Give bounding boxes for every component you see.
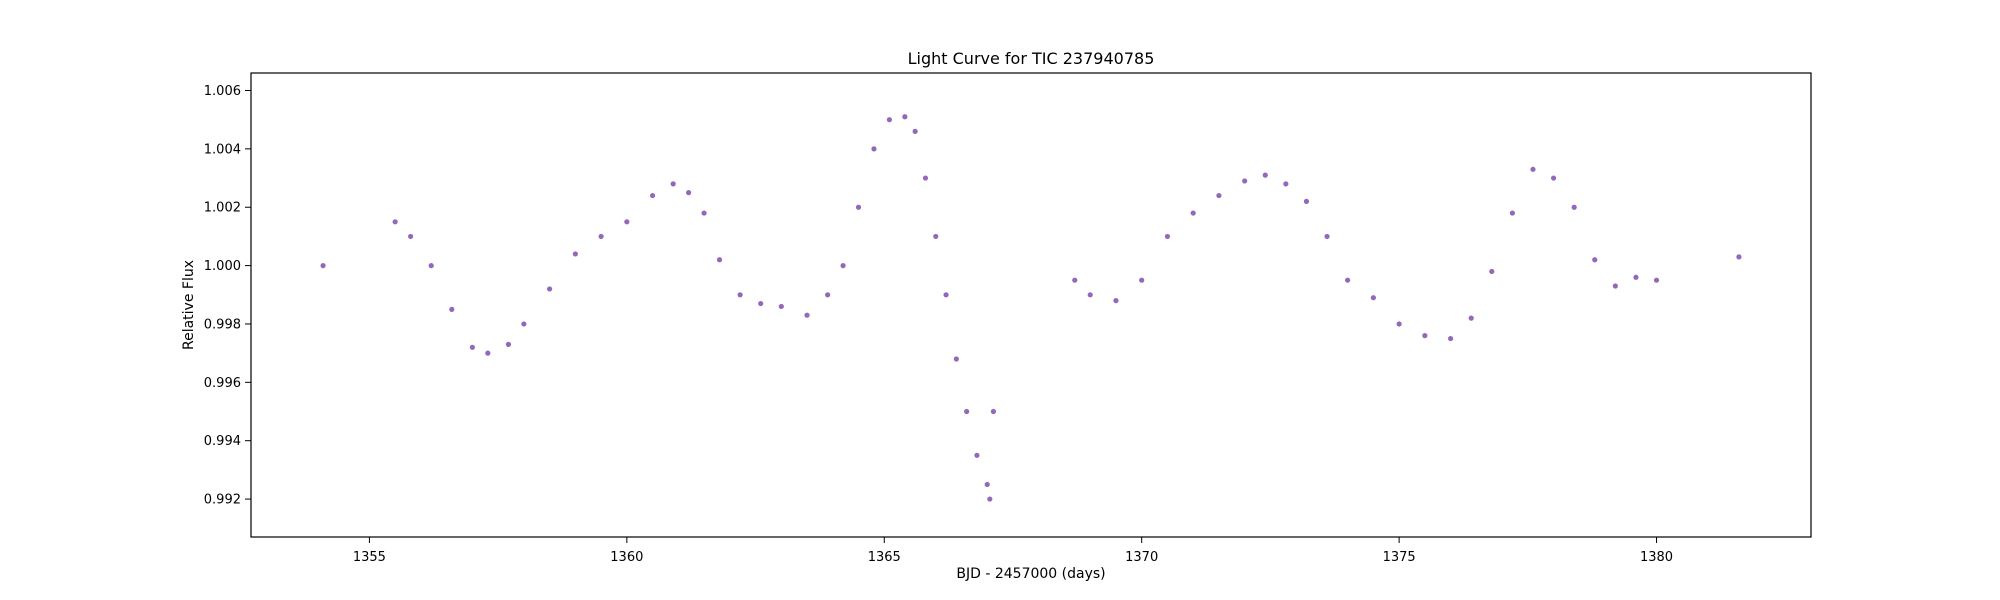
- data-point: [1571, 204, 1577, 210]
- data-point: [974, 452, 980, 458]
- data-point: [1283, 181, 1289, 187]
- y-tick-label: 0.992: [204, 493, 241, 508]
- y-axis-ticks: 0.992 0.994 0.996 0.998 1.000 1.002 1.004 1.006: [204, 84, 251, 508]
- y-tick-label: 0.998: [204, 317, 241, 332]
- data-point: [1139, 277, 1145, 283]
- x-axis-ticks: 1355 1360 1365 1370 1375 1380: [353, 537, 1673, 565]
- data-point: [922, 175, 929, 181]
- data-point: [1633, 274, 1639, 280]
- data-point: [1396, 321, 1402, 327]
- data-point: [1736, 254, 1742, 260]
- y-axis-label: Relative Flux: [181, 260, 197, 350]
- data-point: [1509, 210, 1515, 216]
- data-point: [1468, 315, 1474, 321]
- data-point: [485, 350, 491, 356]
- y-tick-label: 1.006: [204, 84, 241, 99]
- data-point: [1448, 335, 1454, 342]
- data-point: [1072, 277, 1078, 283]
- data-point: [953, 356, 959, 362]
- data-point: [840, 263, 846, 269]
- plot-frame: [250, 72, 1812, 538]
- data-point: [1216, 192, 1222, 199]
- data-point: [1262, 172, 1268, 178]
- data-point: [449, 306, 455, 312]
- y-tick-label: 1.000: [204, 259, 241, 274]
- data-point: [572, 251, 578, 257]
- data-point: [624, 219, 630, 225]
- data-point: [943, 292, 949, 298]
- x-tick-label: 1380: [1640, 550, 1673, 565]
- data-point: [1422, 333, 1428, 339]
- y-tick-label: 0.996: [204, 376, 241, 391]
- data-point: [1190, 210, 1196, 216]
- y-tick-label: 1.002: [204, 201, 241, 216]
- data-point: [871, 146, 877, 152]
- data-point: [392, 219, 398, 225]
- data-point: [933, 233, 939, 240]
- x-tick-label: 1365: [868, 550, 901, 565]
- data-point: [984, 481, 990, 488]
- data-point: [1303, 198, 1310, 204]
- data-point: [505, 341, 512, 347]
- data-point: [1530, 166, 1536, 172]
- data-point: [701, 210, 707, 216]
- data-point: [886, 117, 893, 123]
- x-tick-label: 1355: [353, 550, 386, 565]
- data-point: [408, 233, 414, 240]
- x-axis-label: BJD - 2457000 (days): [956, 566, 1105, 582]
- data-point: [825, 292, 831, 298]
- data-point: [804, 312, 810, 318]
- data-point: [598, 233, 604, 240]
- data-point: [987, 496, 993, 502]
- data-point: [320, 263, 326, 269]
- data-point: [1324, 233, 1330, 240]
- data-point: [990, 408, 997, 415]
- data-point: [1087, 292, 1093, 298]
- data-point: [778, 303, 784, 310]
- data-point: [964, 408, 970, 415]
- data-point: [547, 286, 553, 292]
- data-point: [716, 257, 723, 263]
- x-tick-label: 1375: [1383, 550, 1416, 565]
- data-point: [469, 344, 475, 350]
- x-tick-label: 1360: [610, 550, 643, 565]
- data-point: [912, 128, 918, 134]
- data-point: [670, 181, 676, 187]
- data-point: [1113, 298, 1119, 304]
- data-point: [1489, 268, 1495, 275]
- data-point: [1653, 277, 1660, 283]
- y-tick-label: 1.004: [204, 142, 241, 157]
- x-tick-label: 1370: [1125, 550, 1158, 565]
- data-point: [902, 114, 908, 120]
- y-tick-label: 0.994: [204, 434, 241, 449]
- data-point: [1164, 233, 1171, 240]
- data-points: [320, 114, 1742, 502]
- data-point: [1370, 295, 1376, 301]
- data-point: [1612, 283, 1618, 289]
- data-point: [649, 192, 656, 199]
- data-point: [737, 292, 743, 298]
- data-point: [1550, 175, 1557, 181]
- data-point: [1592, 257, 1598, 263]
- data-point: [1345, 277, 1351, 283]
- data-point: [758, 300, 764, 307]
- data-point: [855, 204, 862, 210]
- data-point: [428, 263, 434, 269]
- data-point: [521, 321, 527, 327]
- data-point: [1242, 178, 1248, 184]
- data-point: [686, 190, 692, 196]
- chart-title: Light Curve for TIC 237940785: [908, 49, 1155, 68]
